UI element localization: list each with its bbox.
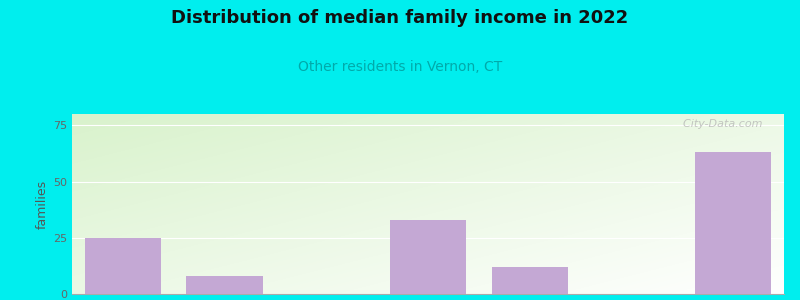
Bar bbox=[491, 267, 568, 294]
Bar bbox=[390, 220, 466, 294]
Bar bbox=[695, 152, 771, 294]
Text: Distribution of median family income in 2022: Distribution of median family income in … bbox=[171, 9, 629, 27]
Y-axis label: families: families bbox=[36, 179, 49, 229]
Bar bbox=[85, 238, 161, 294]
Bar bbox=[186, 276, 262, 294]
Text: City-Data.com: City-Data.com bbox=[676, 119, 762, 129]
Text: Other residents in Vernon, CT: Other residents in Vernon, CT bbox=[298, 60, 502, 74]
